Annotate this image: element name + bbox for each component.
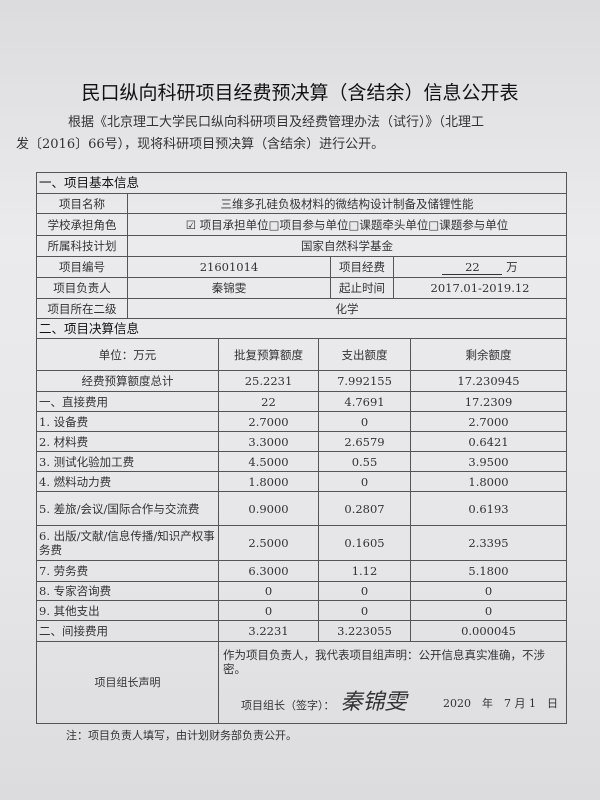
cell-value: 3.9500 bbox=[409, 451, 568, 472]
cell-value: 2.6579 bbox=[318, 431, 411, 452]
declaration-cell: 作为项目负责人，我代表项目组声明：公开信息真实准确，不涉密。 项目组长（签字）：… bbox=[217, 641, 568, 724]
section1-heading: 一、项目基本信息 bbox=[35, 172, 568, 194]
declaration-date: 2020 年 7 月 1 日 bbox=[443, 697, 559, 710]
cell-value: 0.55 bbox=[318, 451, 411, 472]
cell-value: 2.5000 bbox=[218, 525, 319, 561]
table-row: 7. 劳务费 6.3000 1.12 5.1800 bbox=[36, 560, 568, 582]
department: 化学 bbox=[126, 298, 568, 319]
cell-value: 22 bbox=[218, 391, 319, 412]
cell-value: 3.2231 bbox=[218, 620, 319, 642]
cell-value: 0.1605 bbox=[318, 525, 411, 561]
row-label: 经费预算额度总计 bbox=[36, 370, 219, 392]
page-title: 民口纵向科研项目经费预决算（含结余）信息公开表 bbox=[81, 82, 519, 104]
cell-value: 0 bbox=[218, 600, 319, 621]
column-header: 批复预算额度 bbox=[218, 338, 319, 371]
table-row: 经费预算额度总计 25.2231 7.992155 17.230945 bbox=[36, 370, 568, 392]
fee-unit: 万 bbox=[506, 259, 518, 274]
intro-paragraph: 根据《北京理工大学民口纵向科研项目及经费管理办法（试行）》（北理工 发〔2016… bbox=[16, 112, 572, 156]
row-label: 6. 出版/文献/信息传播/知识产权事务费 bbox=[36, 525, 219, 561]
cell-value: 17.230945 bbox=[409, 370, 568, 392]
cell-value: 1.8000 bbox=[218, 471, 319, 492]
handwritten-signature: 秦锦雯 bbox=[340, 690, 407, 715]
intro-line: 根据《北京理工大学民口纵向科研项目及经费管理办法（试行）》（北理工 bbox=[68, 115, 485, 130]
cell-value: 25.2231 bbox=[218, 370, 319, 392]
cell-value: 0 bbox=[318, 411, 411, 432]
cell-value: 3.3000 bbox=[218, 431, 319, 452]
cell-value: 0 bbox=[318, 581, 411, 601]
table-row: 6. 出版/文献/信息传播/知识产权事务费 2.5000 0.1605 2.3395 bbox=[36, 525, 568, 561]
intro-line: 发〔2016〕66号），现将科研项目预决算（含结余）进行公开。 bbox=[16, 137, 385, 152]
school-role: ☑ 项目承担单位□项目参与单位□课题牵头单位□课题参与单位 bbox=[126, 213, 568, 236]
project-name: 三维多孔硅负极材料的微结构设计制备及储锂性能 bbox=[126, 193, 568, 214]
cell-value: 4.5000 bbox=[218, 451, 319, 472]
column-header: 剩余额度 bbox=[409, 338, 568, 371]
budget-table: 二、项目决算信息 单位：万元 批复预算额度 支出额度 剩余额度 经费预算额度总计 25.… bbox=[35, 318, 568, 724]
cell-value: 1.8000 bbox=[409, 471, 568, 492]
section2-heading: 二、项目决算信息 bbox=[35, 318, 568, 339]
cell-value: 6.3000 bbox=[218, 560, 319, 582]
row-label: 二、间接费用 bbox=[36, 620, 219, 642]
label: 起止时间 bbox=[330, 277, 394, 299]
fee-value: 22 bbox=[442, 260, 503, 275]
cell-value: 2.7000 bbox=[218, 411, 319, 432]
row-label: 2. 材料费 bbox=[36, 431, 219, 452]
row-label: 7. 劳务费 bbox=[36, 560, 219, 582]
table-row: 8. 专家咨询费 0 0 0 bbox=[36, 581, 568, 601]
table-row: 1. 设备费 2.7000 0 2.7000 bbox=[36, 411, 568, 432]
cell-value: 2.3395 bbox=[409, 525, 568, 561]
row-label: 3. 测试化验加工费 bbox=[36, 451, 219, 472]
cell-value: 0 bbox=[318, 471, 411, 492]
cell-value: 7.992155 bbox=[318, 370, 411, 392]
cell-value: 0 bbox=[409, 600, 568, 621]
declaration-text: 作为项目负责人，我代表项目组声明：公开信息真实准确，不涉密。 bbox=[223, 648, 545, 676]
cell-value: 0 bbox=[409, 581, 568, 601]
declaration-label: 项目组长声明 bbox=[36, 641, 219, 724]
table-row: 二、间接费用 3.2231 3.223055 0.000045 bbox=[36, 620, 568, 642]
label: 项目编号 bbox=[36, 256, 128, 278]
table-row: 5. 差旅/会议/国际合作与交流费 0.9000 0.2807 0.6193 bbox=[36, 491, 568, 526]
table-row: 9. 其他支出 0 0 0 bbox=[36, 600, 568, 621]
label: 项目负责人 bbox=[36, 277, 128, 299]
basic-info-table: 一、项目基本信息 项目名称 三维多孔硅负极材料的微结构设计制备及储锂性能 学校承担… bbox=[35, 172, 568, 319]
label: 学校承担角色 bbox=[36, 213, 128, 236]
project-code: 21601014 bbox=[127, 256, 331, 278]
cell-value: 3.223055 bbox=[318, 620, 411, 642]
footnote: 注：项目负责人填写，由计划财务部负责公开。 bbox=[66, 729, 297, 742]
label: 项目名称 bbox=[36, 193, 128, 214]
table-row: 3. 测试化验加工费 4.5000 0.55 3.9500 bbox=[36, 451, 568, 472]
cell-value: 5.1800 bbox=[409, 560, 568, 582]
sign-label: 项目组长（签字）： bbox=[241, 699, 335, 712]
row-label: 1. 设备费 bbox=[36, 411, 219, 432]
cell-value: 2.7000 bbox=[409, 411, 568, 432]
label: 项目经费 bbox=[330, 256, 394, 278]
cell-value: 0.9000 bbox=[218, 491, 319, 526]
label: 所属科技计划 bbox=[36, 235, 128, 257]
cell-value: 0.2807 bbox=[318, 491, 411, 526]
project-leader: 秦锦雯 bbox=[127, 277, 331, 299]
cell-value: 17.2309 bbox=[409, 391, 568, 412]
project-fee: 22 万 bbox=[392, 256, 568, 278]
row-label: 9. 其他支出 bbox=[36, 600, 219, 621]
cell-value: 0 bbox=[218, 581, 319, 601]
table-row: 4. 燃料动力费 1.8000 0 1.8000 bbox=[36, 471, 568, 492]
science-plan: 国家自然科学基金 bbox=[126, 235, 568, 257]
column-header: 单位：万元 bbox=[36, 338, 219, 371]
signature-line: 项目组长（签字）： 秦锦雯 bbox=[241, 692, 407, 714]
label: 项目所在二级 bbox=[36, 298, 128, 319]
row-label: 4. 燃料动力费 bbox=[36, 471, 219, 492]
row-label: 8. 专家咨询费 bbox=[36, 581, 219, 601]
table-row: 一、直接费用 22 4.7691 17.2309 bbox=[36, 391, 568, 412]
table-row: 2. 材料费 3.3000 2.6579 0.6421 bbox=[36, 431, 568, 452]
cell-value: 4.7691 bbox=[318, 391, 411, 412]
row-label: 5. 差旅/会议/国际合作与交流费 bbox=[36, 491, 219, 526]
cell-value: 0.000045 bbox=[409, 620, 568, 642]
cell-value: 1.12 bbox=[318, 560, 411, 582]
row-label: 一、直接费用 bbox=[36, 391, 219, 412]
cell-value: 0.6421 bbox=[409, 431, 568, 452]
cell-value: 0 bbox=[318, 600, 411, 621]
column-header: 支出额度 bbox=[318, 338, 411, 371]
cell-value: 0.6193 bbox=[409, 491, 568, 526]
project-period: 2017.01-2019.12 bbox=[392, 277, 568, 299]
